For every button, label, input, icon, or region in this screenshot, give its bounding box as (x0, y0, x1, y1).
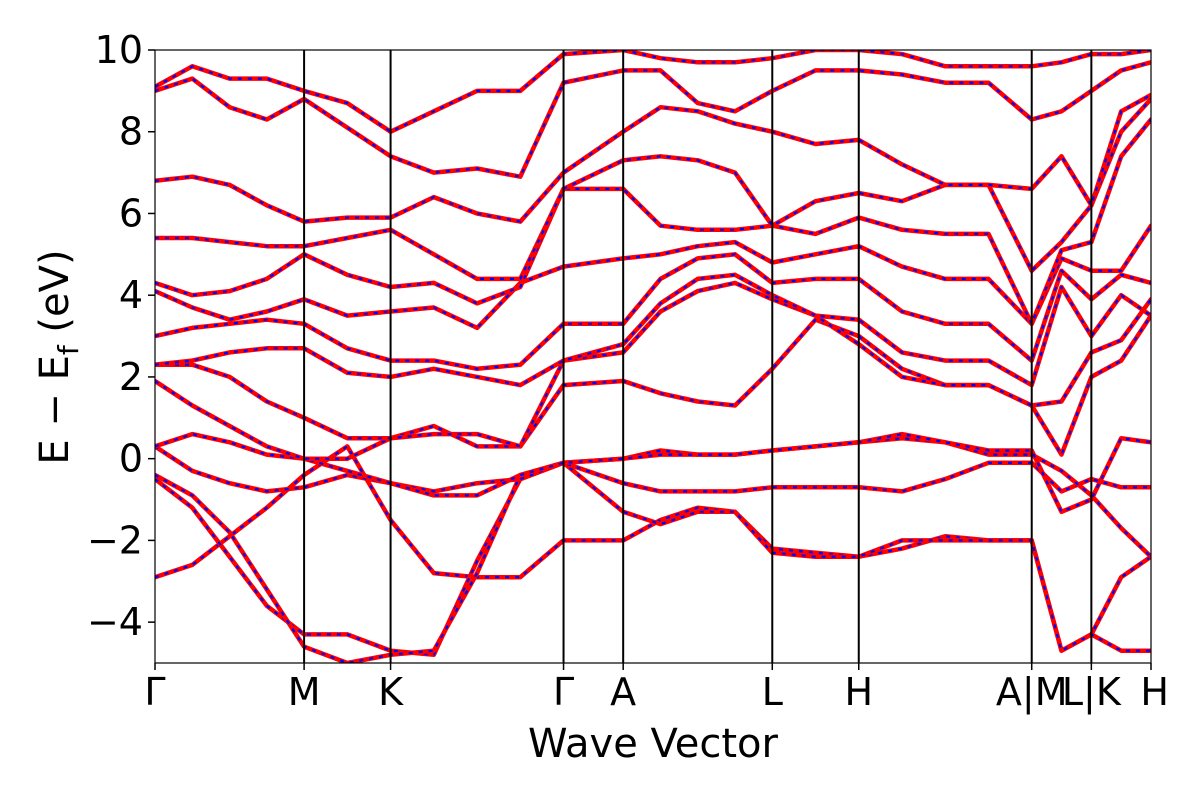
y-axis-label-sub: f (52, 344, 85, 355)
y-axis-label-unit: (eV) (32, 249, 78, 345)
plot-frame (154, 49, 1152, 664)
band-line-blue-7 (155, 273, 1151, 387)
x-axis-label: Wave Vector (528, 721, 779, 767)
band-line-red-1 (155, 460, 1151, 658)
bands-layer (155, 50, 1151, 663)
band-line-red-8 (155, 252, 1151, 372)
band-line-blue-11 (155, 98, 1151, 280)
y-axis-label: E − Ef (eV) (32, 249, 85, 464)
band-line-red-12 (155, 92, 1151, 224)
y-tick-label-4: 4 (119, 273, 143, 317)
y-tick-label-1: −2 (87, 518, 143, 562)
x-tick-label-2: K (378, 670, 404, 714)
high-symmetry-dividers (303, 50, 1093, 663)
y-tick-label-7: 10 (95, 28, 143, 72)
x-axis-ticks: Γ M K Γ A L H A|ML|K H (144, 663, 1169, 715)
x-tick-label-7: A|M (996, 670, 1068, 715)
y-tick-label-0: −4 (87, 600, 143, 644)
x-tick-label-4: A (610, 670, 636, 714)
x-tick-label-0: Γ (144, 670, 165, 714)
y-tick-label-2: 0 (119, 437, 143, 481)
band-line-red-2 (155, 460, 1151, 663)
y-tick-label-5: 6 (119, 191, 143, 235)
y-axis-ticks: −4 −2 0 2 4 6 8 10 (87, 28, 155, 644)
band-line-blue-9 (155, 225, 1151, 329)
x-tick-label-1: M (288, 670, 321, 714)
x-tick-label-8: L|K (1062, 670, 1122, 715)
band-line-red-6 (155, 280, 1151, 449)
y-axis-label-main: E − E (32, 355, 78, 465)
band-line-blue-0 (155, 445, 1151, 652)
x-tick-label-5: L (762, 670, 783, 714)
band-line-red-14 (155, 50, 1151, 134)
band-line-blue-13 (155, 61, 1151, 178)
y-tick-label-6: 8 (119, 110, 143, 154)
x-tick-label-6: H (844, 670, 873, 714)
x-tick-label-3: Γ (553, 670, 574, 714)
band-line-red-10 (155, 117, 1151, 327)
y-tick-label-3: 2 (119, 355, 143, 399)
x-tick-label-9: H (1140, 670, 1169, 714)
